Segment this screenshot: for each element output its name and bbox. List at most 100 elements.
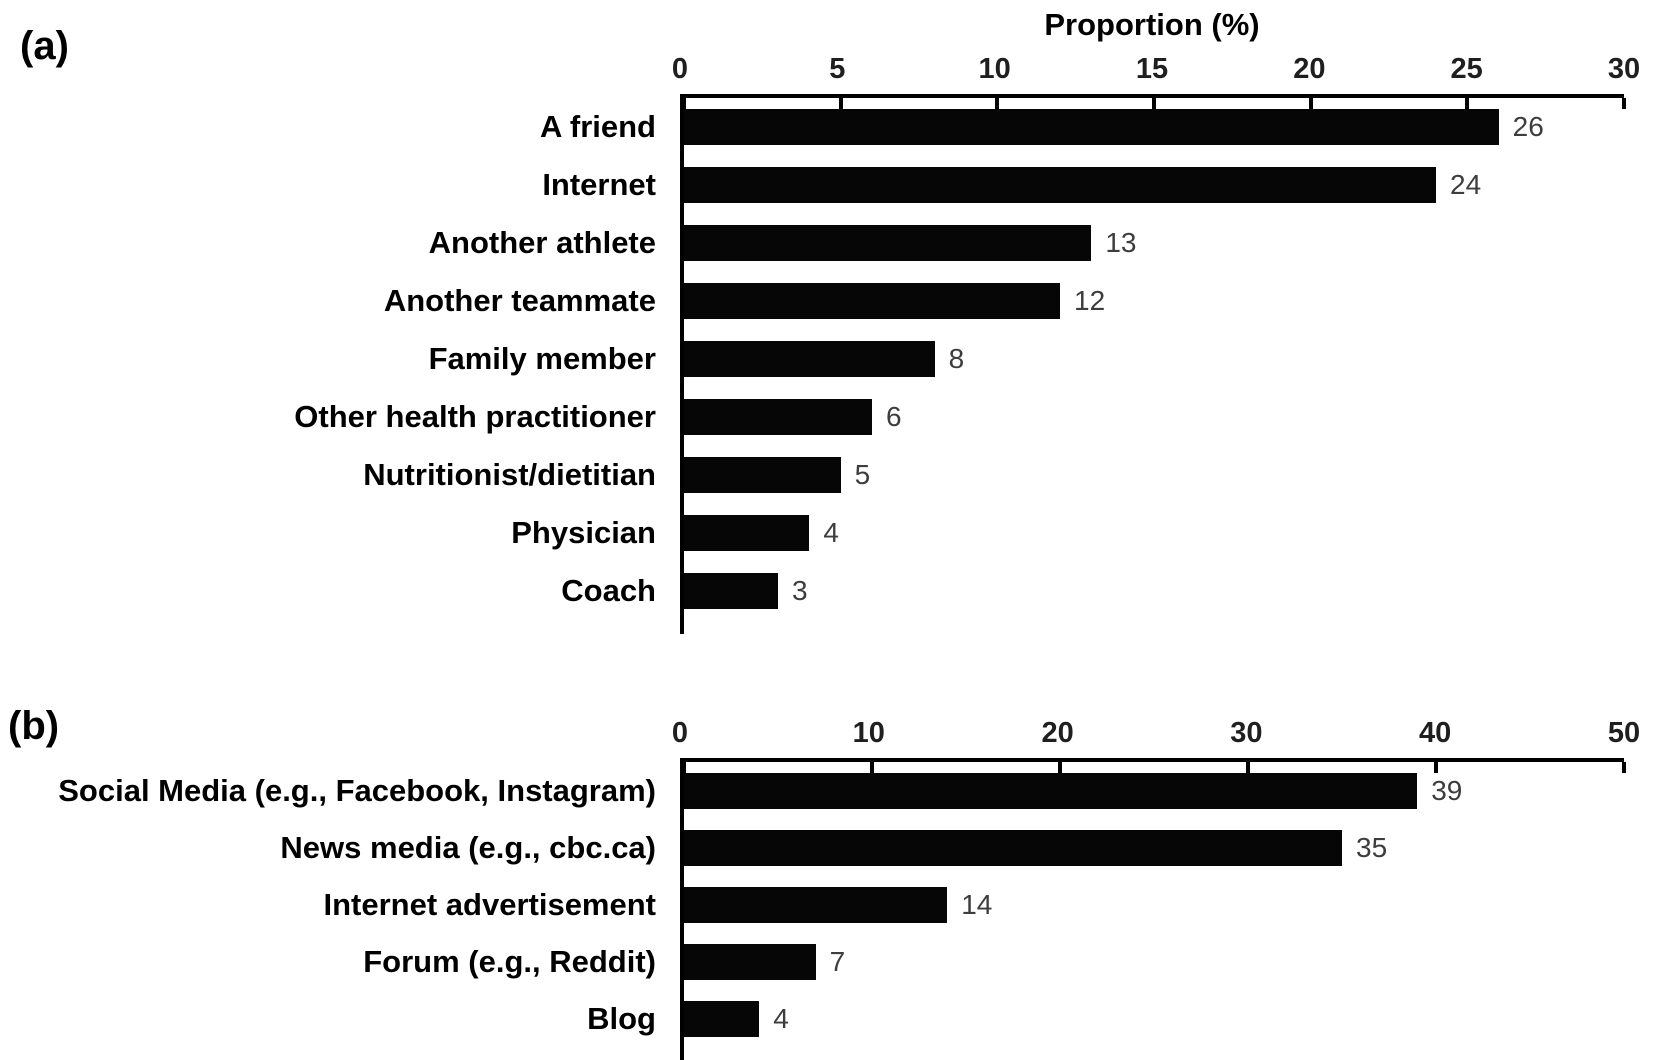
bar-line: 39 (684, 772, 1624, 809)
category-label: News media (e.g., cbc.ca) (280, 829, 656, 865)
x-tick-mark (995, 98, 1000, 109)
category-label: Physician (511, 515, 656, 550)
bar (684, 943, 816, 980)
x-tick-label: 30 (1230, 717, 1263, 749)
x-tick-mark (838, 98, 843, 109)
bar-row: Family member 8 (429, 330, 1624, 388)
bar (684, 109, 1499, 145)
value-label: 14 (961, 888, 993, 920)
value-label: 26 (1512, 111, 1544, 142)
x-tick-label: 10 (978, 53, 1011, 85)
bar-row: Another teammate 12 (384, 272, 1624, 330)
x-tick-mark (870, 762, 874, 773)
bar-line: 6 (684, 399, 1624, 435)
category-label: Another athlete (428, 225, 656, 260)
x-tick-mark (1152, 98, 1156, 109)
bar-line: 13 (684, 225, 1624, 261)
bar (684, 167, 1436, 203)
panel-b: (b) 0 10 20 30 40 50 Social Media (e.g., Face… (0, 668, 1654, 1060)
x-tick-label: 5 (829, 53, 846, 85)
bar (684, 772, 1418, 809)
bar-line: 4 (684, 515, 1624, 551)
bar-rows: A friend 26 Internet 24 Another athlete 13 Ano… (294, 98, 1624, 620)
bar-row: Internet 24 (542, 156, 1624, 214)
category-label: Social Media (e.g., Facebook, Instagram) (58, 772, 656, 808)
value-label: 39 (1431, 774, 1463, 806)
x-axis-tick-labels: 0 10 20 30 40 50 (672, 714, 1640, 758)
bar-rows: Social Media (e.g., Facebook, Instagram)… (58, 762, 1624, 1047)
panel-a-tag: (a) (20, 24, 69, 68)
panel-b-tag: (b) (8, 704, 60, 748)
plot-area: Social Media (e.g., Facebook, Instagram)… (58, 758, 1626, 1060)
bar-line: 8 (684, 341, 1624, 377)
x-tick-mark (1246, 762, 1250, 773)
bar-line: 24 (684, 167, 1624, 203)
x-tick-mark (682, 762, 686, 773)
bar-line: 5 (684, 457, 1624, 493)
plot-area: A friend 26 Internet 24 Another athlete 13 Ano… (294, 94, 1626, 634)
category-label: Nutritionist/dietitian (363, 457, 656, 492)
value-label: 35 (1356, 831, 1388, 863)
bar-row: Social Media (e.g., Facebook, Instagram)… (58, 762, 1624, 819)
value-label: 13 (1105, 227, 1137, 258)
category-label: Internet advertisement (323, 886, 657, 922)
panel-a: (a) Proportion (%) 0 5 10 15 20 25 30 A friend… (20, 4, 1640, 634)
value-label: 6 (886, 401, 902, 432)
bar (684, 341, 935, 377)
x-tick-label: 50 (1607, 717, 1641, 749)
bar (684, 225, 1092, 261)
bar-row: Nutritionist/dietitian 5 (363, 446, 1624, 504)
x-tick-label: 10 (852, 717, 885, 749)
bar (684, 399, 872, 435)
bar (684, 515, 810, 551)
category-label: Coach (561, 573, 656, 608)
bar-line: 4 (684, 1000, 1624, 1037)
panel-a-chart: Proportion (%) 0 5 10 15 20 25 30 A friend 26 In… (294, 4, 1640, 634)
x-tick-label: 40 (1419, 717, 1452, 749)
bar-line: 14 (684, 886, 1624, 923)
category-label: Another teammate (383, 283, 656, 318)
bar-row: Coach 3 (561, 562, 1624, 620)
x-tick-mark (1465, 98, 1470, 109)
value-label: 24 (1450, 169, 1482, 200)
category-label: Forum (e.g., Reddit) (363, 943, 656, 979)
x-tick-label: 30 (1607, 53, 1641, 85)
category-label: Other health practitioner (294, 399, 656, 434)
bar-row: Internet advertisement 14 (324, 876, 1624, 933)
category-label: Family member (428, 341, 656, 376)
bar (684, 457, 841, 493)
bar (684, 283, 1060, 319)
value-label: 5 (854, 459, 871, 490)
bar-line: 26 (684, 109, 1624, 145)
value-label: 12 (1074, 285, 1106, 316)
x-axis-tick-labels: 0 5 10 15 20 25 30 (672, 46, 1640, 94)
x-tick-label: 15 (1135, 53, 1169, 85)
value-label: 8 (948, 343, 965, 374)
value-label: 4 (823, 517, 839, 548)
bar-row: A friend 26 (540, 98, 1624, 156)
x-tick-mark (1058, 762, 1062, 773)
x-tick-label: 0 (671, 53, 689, 85)
panel-b-chart: 0 10 20 30 40 50 Social Media (e.g., Facebook… (58, 714, 1640, 1060)
value-label: 3 (792, 575, 808, 606)
bar-line: 35 (684, 829, 1624, 866)
bar (684, 573, 778, 609)
bar-line: 7 (684, 943, 1624, 980)
category-label: A friend (540, 109, 656, 144)
x-tick-label: 25 (1450, 53, 1483, 85)
value-label: 4 (773, 1002, 789, 1034)
category-label: Blog (587, 1000, 656, 1036)
value-label: 7 (829, 945, 846, 977)
x-tick-mark (682, 98, 686, 109)
bar-row: Other health practitioner 6 (294, 388, 1624, 446)
x-tick-mark (1622, 762, 1626, 773)
category-label: Internet (542, 167, 656, 202)
bar-row: Physician 4 (511, 504, 1624, 562)
bar-row: Blog 4 (587, 990, 1624, 1047)
bar-line: 3 (684, 573, 1624, 609)
x-axis-title: Proportion (%) (1044, 7, 1260, 42)
x-tick-mark (1308, 98, 1313, 109)
bar-row: Another athlete 13 (429, 214, 1624, 272)
bar-row: Forum (e.g., Reddit) 7 (363, 933, 1624, 990)
